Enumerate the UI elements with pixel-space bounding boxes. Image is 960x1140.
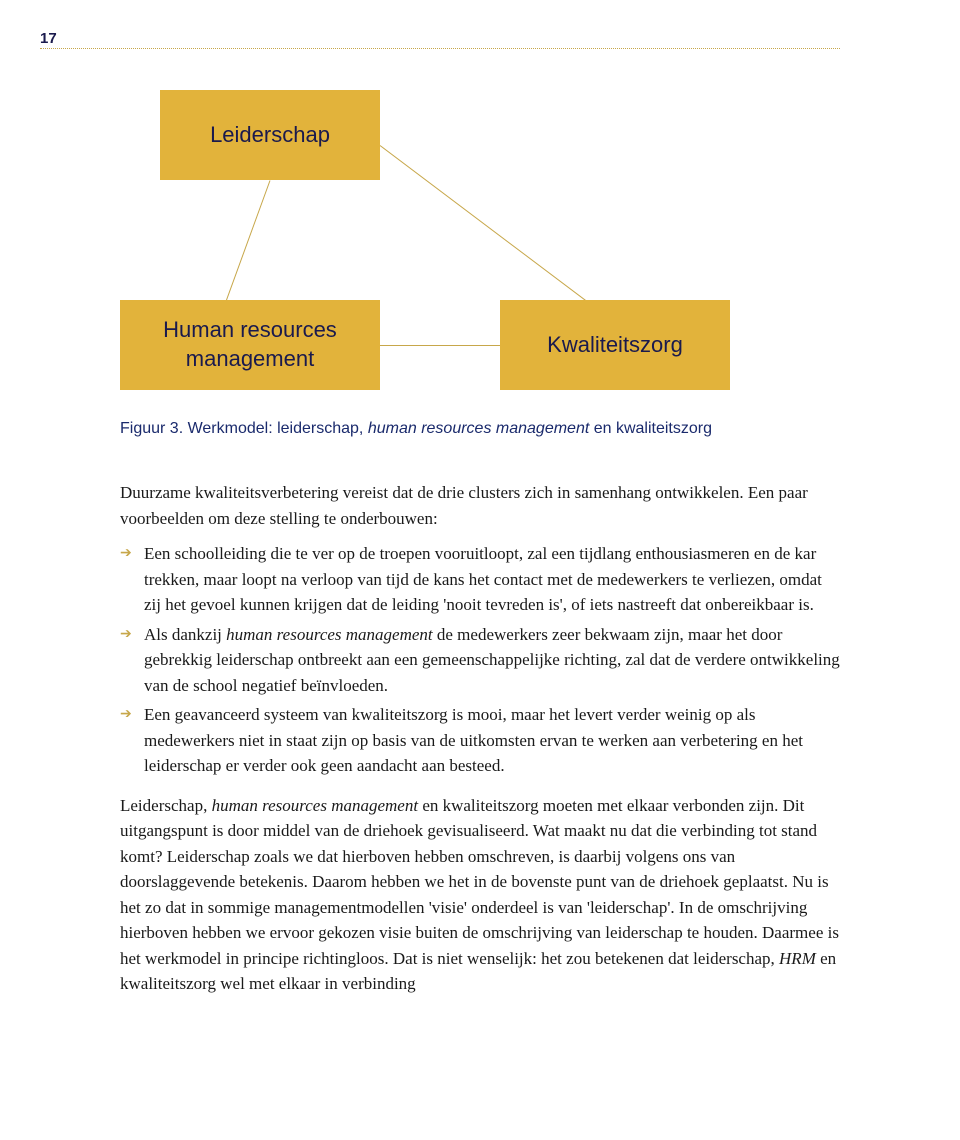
intro-paragraph: Duurzame kwaliteitsverbetering vereist d… [120, 480, 840, 531]
list-item: Een schoolleiding die te ver op de troep… [144, 541, 840, 618]
triangle-edge [380, 345, 500, 346]
caption-tail: en kwaliteitszorg [589, 420, 712, 437]
bullet-list: Een schoolleiding die te ver op de troep… [120, 541, 840, 779]
header-dotted-rule [40, 48, 840, 49]
list-item: Een geavanceerd systeem van kwaliteitszo… [144, 702, 840, 779]
diagram-box-kwaliteitszorg: Kwaliteitszorg [500, 300, 730, 390]
list-item: Als dankzij human resources management d… [144, 622, 840, 699]
figure-caption: Figuur 3. Werkmodel: leiderschap, human … [120, 420, 712, 438]
triangle-diagram: Leiderschap Human resources management K… [120, 70, 820, 410]
page-number: 17 [40, 30, 57, 47]
caption-text: Werkmodel: leiderschap, [188, 420, 368, 437]
diagram-box-hrm: Human resources management [120, 300, 380, 390]
caption-italic: human resources management [368, 420, 589, 437]
caption-prefix: Figuur 3. [120, 420, 188, 437]
closing-paragraph: Leiderschap, human resources management … [120, 793, 840, 997]
diagram-box-leiderschap: Leiderschap [160, 90, 380, 180]
body-content: Duurzame kwaliteitsverbetering vereist d… [120, 480, 840, 1007]
